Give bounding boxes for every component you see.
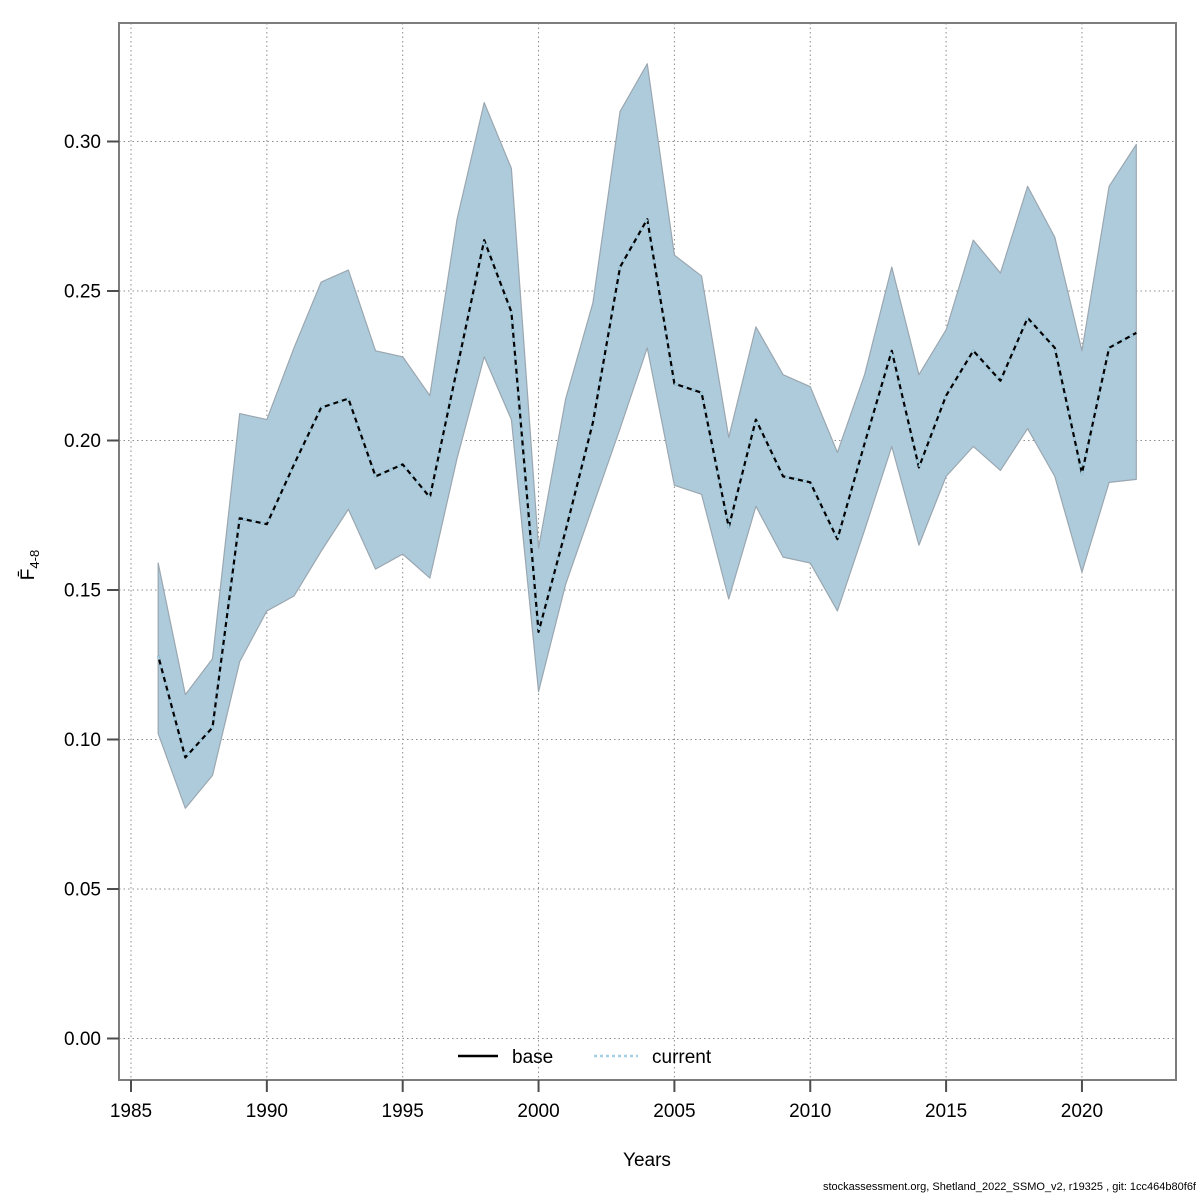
confidence-band <box>157 63 1137 809</box>
y-tick-label: 0.25 <box>64 282 101 303</box>
y-tick-label: 0.30 <box>64 132 101 153</box>
x-tick-label: 2020 <box>1061 1101 1103 1122</box>
y-tick-label: 0.05 <box>64 880 101 901</box>
x-tick-label: 1990 <box>246 1101 288 1122</box>
y-axis-title: F̄4-8 <box>18 550 42 580</box>
x-tick-label: 1985 <box>110 1101 152 1122</box>
x-tick-label: 2010 <box>789 1101 831 1122</box>
y-tick-label: 0.15 <box>64 581 101 602</box>
x-tick-label: 1995 <box>382 1101 424 1122</box>
y-tick-label: 0.10 <box>64 730 101 751</box>
y-tick-label: 0.20 <box>64 431 101 452</box>
x-axis-title: Years <box>623 1150 671 1171</box>
y-tick-label: 0.00 <box>64 1029 101 1050</box>
legend-base-label: base <box>512 1047 553 1068</box>
plot-border <box>118 22 1177 1081</box>
current-line <box>157 218 1137 759</box>
x-tick-label: 2015 <box>925 1101 967 1122</box>
footer-attribution: stockassessment.org, Shetland_2022_SSMO_… <box>823 1181 1197 1193</box>
legend-current-label: current <box>652 1047 712 1068</box>
x-tick-label: 2000 <box>517 1101 559 1122</box>
x-tick-label: 2005 <box>653 1101 695 1122</box>
